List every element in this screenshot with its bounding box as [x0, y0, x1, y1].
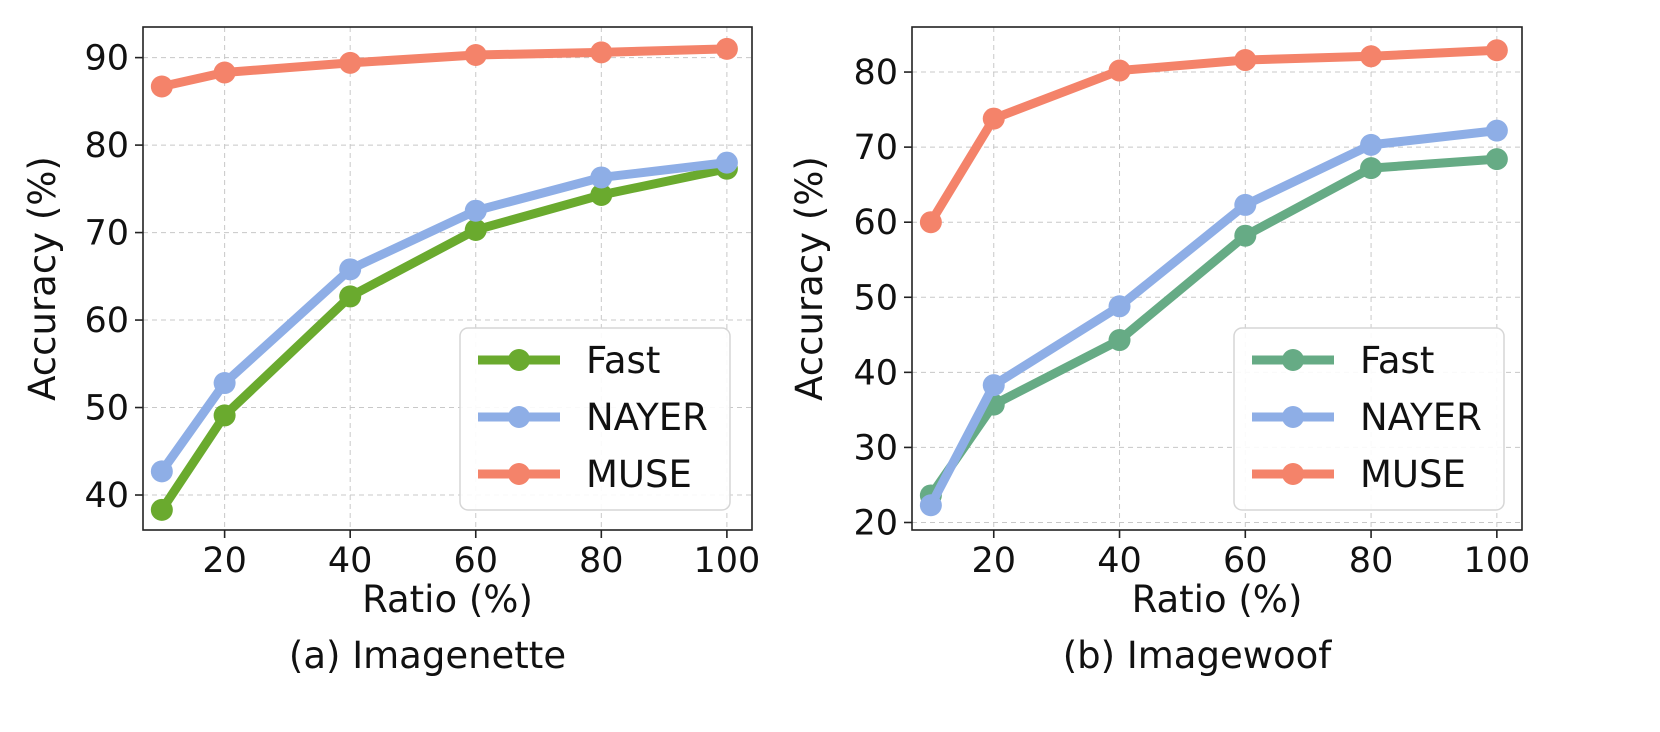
- legend-label-muse: MUSE: [1360, 453, 1466, 496]
- y-tick-label: 60: [84, 301, 129, 341]
- data-point-fast: [213, 404, 236, 427]
- y-tick-label: 40: [853, 353, 898, 393]
- y-tick-label: 70: [84, 214, 129, 254]
- y-tick-label: 60: [853, 203, 898, 243]
- legend-box: [1233, 327, 1505, 511]
- x-tick-label: 40: [1097, 541, 1142, 581]
- x-tick-label: 60: [1223, 541, 1268, 581]
- legend-label-nayer: NAYER: [1360, 396, 1482, 439]
- x-tick-label: 40: [328, 541, 373, 581]
- figure-caption: (a) Imagenette: [289, 634, 566, 677]
- y-tick-label: 40: [84, 476, 129, 516]
- series-line-fast: [926, 154, 1502, 500]
- legend-marker-nayer: [508, 406, 530, 428]
- x-tick-label: 20: [971, 541, 1016, 581]
- x-tick-label: 80: [1349, 541, 1394, 581]
- series-line-muse: [926, 45, 1502, 227]
- data-point-muse: [1234, 49, 1257, 72]
- y-axis-label: Accuracy (%): [21, 156, 64, 401]
- y-tick-label: 70: [853, 128, 898, 168]
- y-tick-label: 50: [84, 389, 129, 429]
- series-line-nayer: [926, 126, 1502, 510]
- plot-frame: [142, 26, 753, 531]
- legend-label-muse: MUSE: [586, 453, 692, 496]
- data-point-nayer: [982, 374, 1005, 397]
- data-point-fast: [1108, 329, 1131, 352]
- x-tick-label: 60: [453, 541, 498, 581]
- series-line-muse: [157, 44, 732, 91]
- data-point-fast: [590, 183, 613, 206]
- data-point-fast: [1360, 157, 1383, 180]
- y-tick-label: 50: [853, 278, 898, 318]
- series-line-fast: [157, 164, 732, 515]
- data-point-muse: [464, 43, 487, 66]
- legend-marker-fast: [508, 349, 530, 371]
- data-point-muse: [982, 107, 1005, 130]
- data-point-muse: [1108, 59, 1131, 82]
- data-point-muse: [150, 75, 173, 98]
- x-tick-label: 100: [1463, 541, 1530, 581]
- legend-label-nayer: NAYER: [586, 396, 708, 439]
- data-point-muse: [590, 41, 613, 64]
- data-point-muse: [213, 61, 236, 84]
- data-point-nayer: [590, 166, 613, 189]
- legend-marker-muse: [508, 463, 530, 485]
- plot-frame: [911, 26, 1523, 531]
- data-point-nayer: [464, 199, 487, 222]
- legend-marker-muse: [1282, 463, 1304, 485]
- data-point-muse: [1485, 39, 1508, 62]
- data-point-muse: [1360, 45, 1383, 68]
- x-tick-label: 20: [202, 541, 247, 581]
- x-tick-label: 80: [579, 541, 624, 581]
- data-point-muse: [919, 211, 942, 234]
- legend: Fast NAYER MUSE: [1233, 327, 1505, 511]
- x-axis-label: Ratio (%): [1132, 578, 1303, 621]
- data-point-nayer: [1234, 193, 1257, 216]
- data-point-nayer: [919, 494, 942, 517]
- data-point-nayer: [1108, 295, 1131, 318]
- legend-marker-fast: [1282, 349, 1304, 371]
- series-line-nayer: [157, 158, 732, 476]
- y-tick-label: 20: [853, 503, 898, 543]
- legend-label-fast: Fast: [586, 339, 660, 382]
- data-point-fast: [464, 218, 487, 241]
- chart-panel-2: 20 40 60 80 100 20 30 40 50 60 70 80 Ratio (%) Accura…: [788, 26, 1530, 677]
- data-point-nayer: [715, 151, 738, 174]
- data-point-nayer: [1360, 133, 1383, 156]
- legend-box: [459, 327, 731, 511]
- y-axis-label: Accuracy (%): [788, 156, 831, 401]
- data-point-fast: [339, 285, 362, 308]
- data-point-fast: [150, 498, 173, 521]
- data-point-nayer: [213, 372, 236, 395]
- data-point-fast: [1485, 148, 1508, 171]
- chart-panel-1: 20 40 60 80 100 40 50 60 70 80 90 Ratio (%) Accuracy…: [21, 26, 760, 677]
- data-point-nayer: [150, 460, 173, 483]
- figure-caption: (b) Imagewoof: [1063, 634, 1333, 677]
- data-point-muse: [715, 37, 738, 60]
- legend-marker-nayer: [1282, 406, 1304, 428]
- legend-label-fast: Fast: [1360, 339, 1434, 382]
- data-point-muse: [339, 51, 362, 74]
- legend: Fast NAYER MUSE: [459, 327, 731, 511]
- x-axis-label: Ratio (%): [362, 578, 533, 621]
- y-tick-label: 80: [853, 53, 898, 93]
- data-point-nayer: [1485, 119, 1508, 142]
- data-point-nayer: [339, 258, 362, 281]
- y-tick-label: 30: [853, 428, 898, 468]
- y-tick-label: 80: [84, 126, 129, 166]
- data-point-fast: [1234, 224, 1257, 247]
- y-tick-label: 90: [84, 39, 129, 79]
- x-tick-label: 100: [693, 541, 760, 581]
